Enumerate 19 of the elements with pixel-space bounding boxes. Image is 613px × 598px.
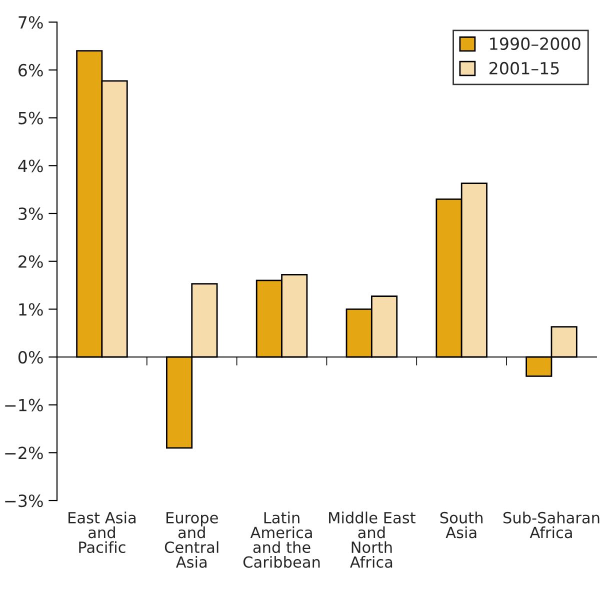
x-tick-label: Middle East and North Africa [329, 512, 416, 568]
y-tick-label: 7% [18, 16, 43, 29]
x-tick-label: Sub-Saharan Africa [503, 512, 600, 538]
y-tick-label: 3% [18, 207, 43, 220]
legend-label: 2001–15 [490, 62, 559, 74]
y-tick-label: 4% [18, 160, 43, 172]
y-tick-label: −1% [5, 398, 43, 412]
x-tick-label: Europe and Central Asia [164, 512, 218, 568]
x-tick-label: East Asia and Pacific [68, 512, 136, 554]
y-tick-label: −3% [5, 494, 43, 508]
y-tick-label: 2% [18, 255, 43, 268]
y-tick-label: 0% [18, 350, 43, 364]
y-tick-label: 1% [19, 303, 43, 316]
y-tick-label: 5% [18, 112, 43, 124]
x-tick-label: South Asia [440, 512, 482, 538]
legend-label: 1990–2000 [490, 37, 580, 50]
y-tick-label: −2% [5, 446, 43, 460]
y-tick-label: 6% [18, 64, 43, 77]
x-tick-label: Latin America and the Caribbean [243, 512, 320, 568]
